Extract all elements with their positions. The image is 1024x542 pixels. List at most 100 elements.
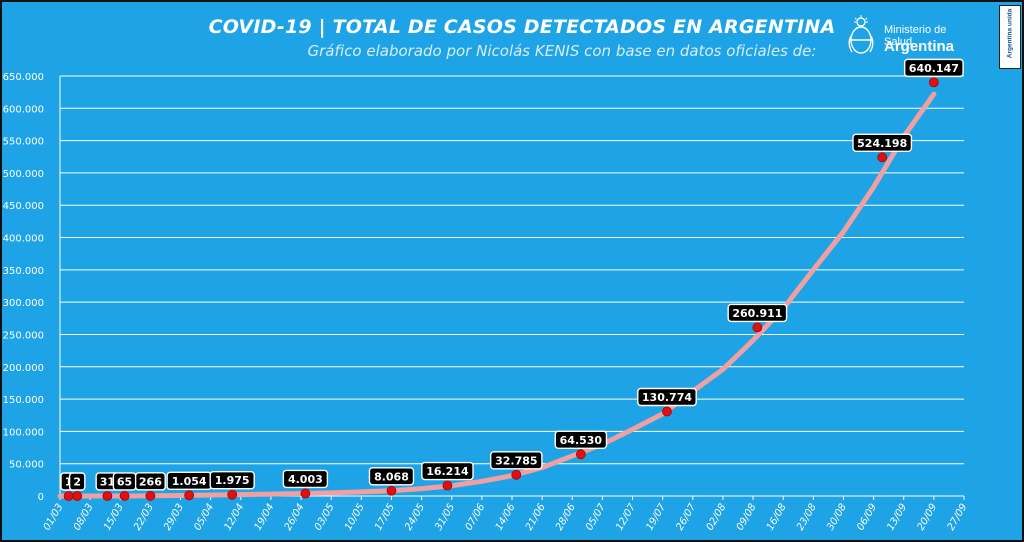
- y-tick-label: 650.000: [3, 72, 44, 83]
- data-point: [752, 322, 763, 333]
- data-label: 1.975: [215, 474, 250, 487]
- data-label-box: [554, 430, 608, 450]
- data-label: 524.198: [857, 137, 907, 150]
- data-label: 4.003: [288, 473, 323, 486]
- data-label-box: [368, 467, 415, 486]
- data-label-box: [282, 469, 329, 489]
- data-label: 16.214: [426, 465, 469, 478]
- x-tick-label: 06/09: [855, 502, 879, 532]
- data-point: [928, 77, 939, 88]
- data-label: 32.785: [495, 454, 537, 467]
- data-label: 31: [100, 475, 115, 488]
- y-tick-label: 0: [38, 492, 44, 503]
- argentina-coat-of-arms-icon: [848, 15, 874, 54]
- badge-text: Argentina unida: [1006, 8, 1014, 59]
- x-tick-label: 23/08: [795, 502, 819, 532]
- data-point: [662, 406, 672, 417]
- y-tick-label: 150.000: [3, 395, 44, 406]
- ministry-country: Argentina: [884, 38, 955, 55]
- x-tick-label: 01/03: [42, 502, 66, 532]
- x-tick-label: 19/07: [644, 501, 668, 532]
- chart-subtitle: Gráfico elaborado por Nicolás KENIS con …: [307, 42, 817, 60]
- x-tick-label: 24/05: [403, 502, 427, 532]
- data-label: 260.911: [732, 307, 782, 320]
- y-tick-label: 200.000: [3, 363, 44, 374]
- x-tick-label: 17/05: [373, 502, 397, 532]
- data-label-box: [903, 58, 964, 78]
- y-tick-label: 600.000: [3, 104, 44, 115]
- data-point: [227, 489, 238, 500]
- x-tick-label: 12/04: [222, 502, 246, 532]
- data-label: 1: [65, 475, 73, 488]
- x-tick-label: 19/04: [253, 502, 277, 532]
- ministry-name: Ministerio de Salud: [884, 24, 947, 48]
- data-label: 640.147: [909, 62, 959, 75]
- data-label-box: [209, 471, 255, 490]
- data-label: 8.068: [374, 470, 409, 483]
- data-label: 266: [139, 475, 162, 488]
- y-tick-label: 250.000: [3, 330, 44, 341]
- y-tick-label: 450.000: [3, 201, 44, 212]
- data-point: [877, 152, 888, 163]
- x-tick-label: 14/06: [494, 502, 518, 532]
- data-label-box: [421, 461, 474, 481]
- data-label-box: [490, 451, 543, 470]
- chart-title: COVID-19 | TOTAL DE CASOS DETECTADOS EN …: [208, 16, 836, 38]
- x-tick-label: 02/08: [705, 502, 729, 532]
- data-label-box: [852, 133, 913, 152]
- x-tick-label: 03/05: [313, 502, 337, 532]
- x-tick-label: 28/06: [554, 502, 578, 532]
- data-point: [63, 491, 74, 501]
- grid-lines: [59, 75, 964, 497]
- data-label-box: [637, 387, 697, 407]
- data-point: [119, 491, 130, 501]
- data-label: 65: [117, 475, 132, 488]
- x-tick-label: 27/09: [946, 502, 970, 532]
- x-tick-label: 13/09: [885, 502, 909, 532]
- data-point: [184, 490, 195, 501]
- data-label: 1.054: [172, 475, 207, 488]
- y-tick-label: 550.000: [3, 137, 44, 148]
- y-tick-label: 400.000: [3, 234, 44, 245]
- x-tick-label: 15/03: [102, 502, 126, 532]
- data-label: 64.530: [560, 434, 603, 447]
- y-tick-label: 300.000: [3, 298, 44, 309]
- y-tick-label: 500.000: [3, 169, 44, 180]
- series-layer: [57, 91, 937, 499]
- y-tick-label: 100.000: [3, 427, 44, 438]
- series-line: [57, 91, 937, 499]
- data-label: 130.774: [642, 391, 692, 404]
- x-tick-label: 05/07: [584, 501, 608, 532]
- data-label-box: [134, 472, 166, 491]
- x-axis: 01/03 08/03 15/03 22/03 29/03 05/04 12/04 19/04…: [42, 496, 970, 532]
- x-tick-label: 12/07: [614, 501, 638, 532]
- x-tick-label: 10/05: [343, 502, 367, 532]
- x-tick-label: 16/08: [765, 502, 789, 532]
- data-label-box: [727, 303, 788, 323]
- y-tick-label: 50.000: [9, 460, 44, 471]
- data-point: [442, 480, 453, 491]
- data-point: [575, 449, 586, 460]
- x-tick-label: 22/03: [132, 502, 156, 532]
- x-tick-label: 26/04: [283, 502, 307, 532]
- x-tick-label: 07/06: [464, 502, 488, 532]
- data-point: [386, 485, 397, 496]
- y-tick-label: 350.000: [3, 266, 44, 277]
- x-tick-label: 08/03: [72, 502, 96, 532]
- annotation-layer: 1 2 31 65 266 1.054 1.975 4.003 8.068 16.214 32.78…: [60, 58, 964, 501]
- x-tick-label: 21/06: [524, 502, 548, 532]
- data-point: [511, 469, 522, 480]
- x-tick-label: 29/03: [162, 502, 186, 532]
- data-point: [145, 490, 156, 501]
- data-point: [102, 491, 113, 501]
- x-tick-label: 05/04: [192, 502, 216, 532]
- x-tick-label: 26/07: [674, 501, 698, 532]
- x-tick-label: 31/05: [433, 502, 457, 532]
- data-label: 2: [73, 475, 81, 488]
- data-point: [300, 488, 311, 499]
- x-tick-label: 30/08: [825, 502, 849, 532]
- data-label-box: [68, 472, 86, 491]
- data-point: [72, 491, 83, 501]
